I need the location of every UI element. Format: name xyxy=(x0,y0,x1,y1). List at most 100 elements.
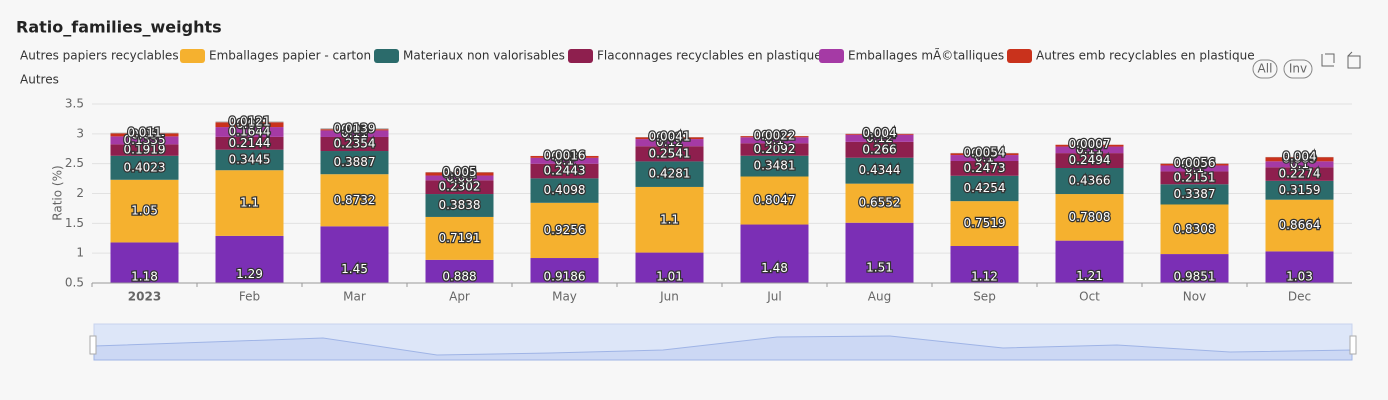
data-label: 0.1644 xyxy=(229,124,271,138)
bar-segment xyxy=(1160,204,1229,255)
x-tick-label: Sep xyxy=(973,290,996,304)
y-tick-label: 2 xyxy=(76,186,84,200)
bar-segment xyxy=(1055,153,1124,168)
bar-segment xyxy=(110,132,179,134)
data-label: 0.02 xyxy=(761,129,788,143)
bar-segment xyxy=(1055,146,1124,154)
data-label: 0.3445 xyxy=(229,152,271,166)
data-label: 0.0121 xyxy=(229,114,271,128)
bar-segment xyxy=(740,224,809,283)
bar-segment xyxy=(845,141,914,158)
bar-segment xyxy=(740,176,809,225)
bar-segment xyxy=(740,137,809,144)
data-label: 1.18 xyxy=(131,270,158,284)
data-label: 0.3838 xyxy=(439,198,481,212)
data-label: 0.4281 xyxy=(649,167,691,181)
legend-label: Emballages mÃ©talliques xyxy=(848,48,1004,63)
legend-label: Autres emb recyclables en plastique xyxy=(1036,49,1255,63)
data-label: 0.1919 xyxy=(124,143,166,157)
zoom-icon[interactable] xyxy=(1321,53,1335,67)
bar-segment xyxy=(1265,199,1334,252)
y-axis-label: Ratio (%) xyxy=(51,165,65,220)
data-label: 1.29 xyxy=(236,267,263,281)
data-label: 1.51 xyxy=(866,260,893,274)
x-tick-label: Jul xyxy=(766,290,781,304)
bar-segment xyxy=(530,156,599,158)
data-label: 0.2473 xyxy=(964,161,1006,175)
legend-label: Flaconnages recyclables en plastique xyxy=(597,49,822,63)
data-label: 0.4098 xyxy=(544,183,586,197)
data-label: 0.4344 xyxy=(859,163,901,177)
legend-swatch xyxy=(819,49,844,63)
data-label: 0.004 xyxy=(1282,150,1316,164)
data-label: 1.12 xyxy=(971,270,998,284)
x-tick-label: Mar xyxy=(343,290,366,304)
bar-segment xyxy=(425,194,494,217)
bar-segment xyxy=(950,201,1019,247)
bar-segment xyxy=(950,161,1019,176)
bar-segment xyxy=(635,146,704,162)
data-label: 1.48 xyxy=(761,261,788,275)
legend-label: Materiaux non valorisables xyxy=(403,49,565,63)
bar-segment xyxy=(425,172,494,176)
data-label: 0.0056 xyxy=(1174,156,1216,170)
data-label: 1.01 xyxy=(656,270,683,284)
data-label: 0.8308 xyxy=(1174,222,1216,236)
data-label: 0.0139 xyxy=(334,121,376,135)
legend-label: Emballages papier - carton xyxy=(209,49,371,63)
bar-segment xyxy=(950,155,1019,162)
reset-icon[interactable] xyxy=(1347,51,1361,69)
data-label: 0.014 xyxy=(862,127,896,141)
bar-segment xyxy=(1265,251,1334,283)
data-label: 1.1 xyxy=(240,196,259,210)
data-label: 1.05 xyxy=(131,204,158,218)
data-label: 0.2274 xyxy=(1279,167,1321,181)
data-label: 0.2302 xyxy=(439,180,481,194)
bar-segment xyxy=(110,136,179,145)
bar-segment xyxy=(635,137,704,140)
slider-preview xyxy=(93,335,1353,361)
data-label: 0.9186 xyxy=(544,270,586,284)
all-button[interactable] xyxy=(1252,59,1278,79)
inv-button-label[interactable]: Inv xyxy=(1289,62,1307,76)
inv-button[interactable] xyxy=(1283,59,1313,79)
bar-segment xyxy=(530,157,599,164)
bar-segment xyxy=(950,153,1019,156)
data-label: 0.3387 xyxy=(1174,187,1216,201)
all-button-label[interactable]: All xyxy=(1258,62,1273,76)
x-tick-label: Jun xyxy=(659,290,679,304)
data-label: 0.1 xyxy=(1185,161,1204,175)
data-label: 0.1 xyxy=(765,133,784,147)
x-tick-label: Dec xyxy=(1288,290,1311,304)
bar-segment xyxy=(1265,180,1334,200)
bar-segment xyxy=(530,178,599,203)
bar-segment xyxy=(845,183,914,223)
data-label: 0.2354 xyxy=(334,137,376,151)
bar-segment xyxy=(530,258,599,283)
bar-segment xyxy=(215,121,284,123)
data-label: 0.052 xyxy=(442,166,476,180)
chart-title: Ratio_families_weights xyxy=(16,18,222,37)
data-label: 0.05 xyxy=(131,127,158,141)
bar-segment xyxy=(635,161,704,187)
data-label: 0.03 xyxy=(1181,157,1208,171)
data-label: 0.2151 xyxy=(1174,170,1216,184)
x-tick-label: Apr xyxy=(449,290,470,304)
bar-segment xyxy=(110,144,179,156)
data-label: 0.11 xyxy=(1076,142,1103,156)
bar-segment xyxy=(320,174,389,227)
data-label: 0.2494 xyxy=(1069,153,1111,167)
data-label: 0.1 xyxy=(975,151,994,165)
y-tick-label: 1 xyxy=(76,246,84,260)
slider-handle[interactable] xyxy=(89,335,97,355)
bar-segment xyxy=(215,127,284,137)
legend-swatch xyxy=(180,49,205,63)
data-label: 0.0054 xyxy=(964,146,1006,160)
x-tick-label: Nov xyxy=(1183,290,1206,304)
slider-handle[interactable] xyxy=(1349,335,1357,355)
bar-segment xyxy=(1265,161,1334,168)
bar-segment xyxy=(1160,254,1229,283)
data-label: 0.888 xyxy=(442,270,476,284)
data-label: 0.0016 xyxy=(544,148,586,162)
